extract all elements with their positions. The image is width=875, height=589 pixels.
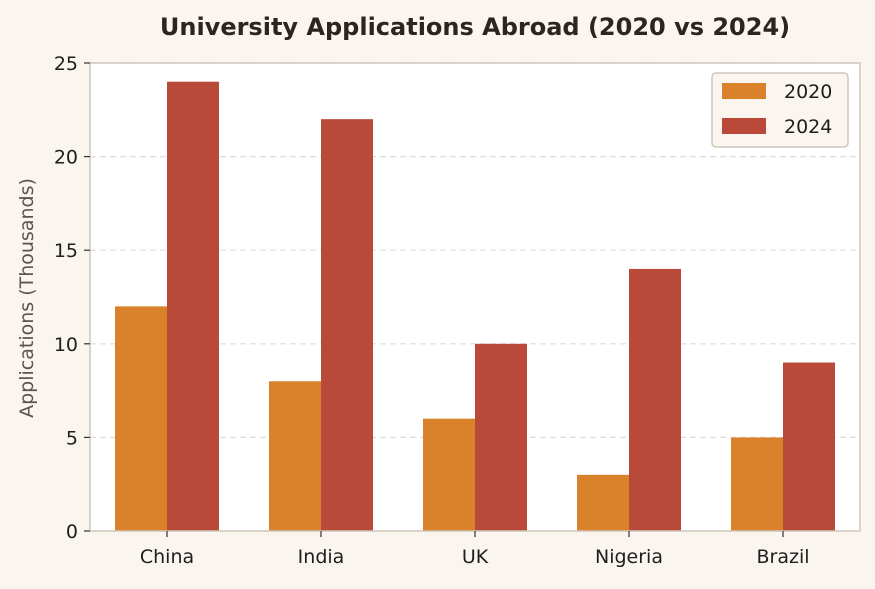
x-tick-label: China xyxy=(140,546,194,568)
bar-2020-india xyxy=(269,381,321,531)
legend-swatch-2024 xyxy=(722,118,766,134)
x-tick-label: Nigeria xyxy=(595,546,663,568)
legend-label-2020: 2020 xyxy=(784,81,832,103)
bar-2024-uk xyxy=(475,343,527,531)
x-tick-label: Brazil xyxy=(756,546,809,568)
y-tick-label: 5 xyxy=(66,427,78,449)
bars xyxy=(115,81,835,531)
legend-label-2024: 2024 xyxy=(784,116,832,138)
chart-title: University Applications Abroad (2020 vs … xyxy=(160,13,790,41)
bar-2024-china xyxy=(167,81,219,531)
y-tick-label: 25 xyxy=(54,53,78,75)
bar-2024-india xyxy=(321,119,373,531)
bar-2020-china xyxy=(115,306,167,531)
y-tick-label: 0 xyxy=(66,521,78,543)
x-tick-label: UK xyxy=(462,546,489,568)
bar-2020-uk xyxy=(423,418,475,531)
legend: 2020 2024 xyxy=(711,72,849,148)
y-axis: 0 5 10 15 20 25 xyxy=(54,53,90,543)
y-axis-label: Applications (Thousands) xyxy=(16,178,38,418)
x-tick-label: India xyxy=(298,546,345,568)
bar-2024-brazil xyxy=(783,362,835,531)
bar-2020-brazil xyxy=(731,437,783,531)
y-tick-label: 15 xyxy=(54,240,78,262)
legend-swatch-2020 xyxy=(722,83,766,99)
bar-2020-nigeria xyxy=(577,474,629,531)
bar-2024-nigeria xyxy=(629,268,681,531)
y-tick-label: 20 xyxy=(54,147,78,169)
x-axis: China India UK Nigeria Brazil xyxy=(140,531,810,568)
y-tick-label: 10 xyxy=(54,334,78,356)
